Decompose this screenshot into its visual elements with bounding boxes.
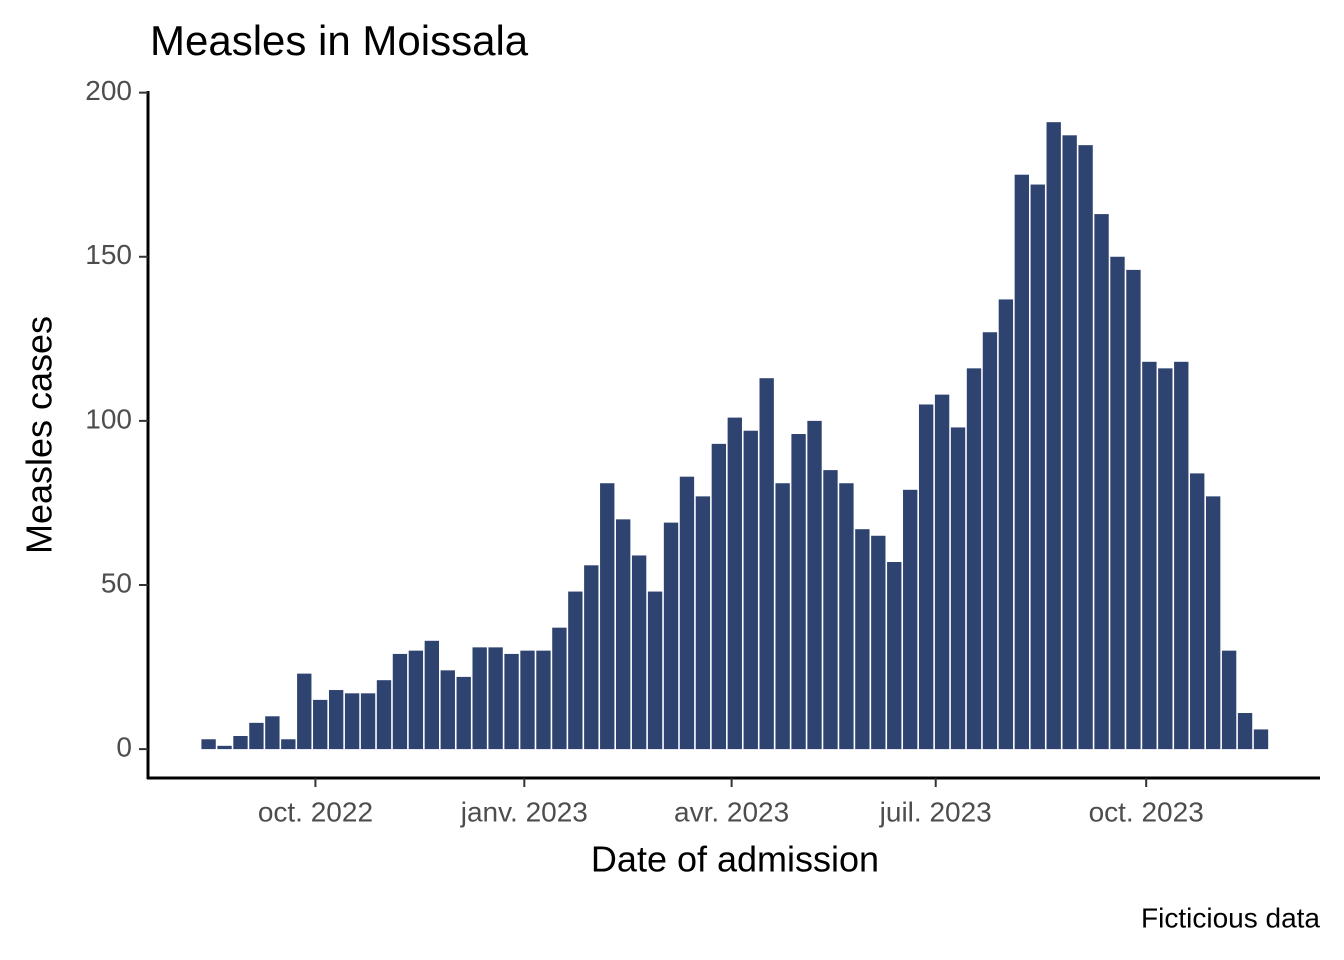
bar — [1142, 361, 1157, 750]
bar — [1046, 122, 1061, 750]
bar — [600, 483, 615, 750]
bar — [791, 434, 806, 750]
bar — [472, 647, 487, 750]
bar — [520, 650, 535, 750]
bar — [344, 693, 360, 750]
bar — [488, 647, 503, 750]
bar — [918, 404, 934, 750]
y-tick-label: 0 — [116, 732, 132, 763]
bar — [201, 739, 216, 750]
bar — [552, 627, 567, 750]
y-tick-label: 50 — [101, 567, 132, 598]
bar — [392, 653, 408, 750]
bar — [1158, 368, 1173, 750]
y-tick-label: 100 — [85, 403, 132, 434]
bar — [233, 735, 248, 750]
bar — [887, 562, 902, 750]
bar — [839, 483, 854, 750]
x-tick-label: oct. 2023 — [1089, 796, 1204, 827]
bar — [1062, 135, 1077, 750]
bar — [823, 470, 838, 750]
bar — [536, 650, 551, 750]
caption: Ficticious data — [1141, 902, 1320, 933]
bar — [424, 640, 440, 750]
bar — [249, 722, 264, 750]
y-tick-label: 150 — [85, 239, 132, 270]
bar — [313, 699, 328, 750]
bar — [440, 670, 455, 750]
bar — [759, 378, 774, 750]
bar — [281, 739, 296, 750]
bar — [679, 476, 695, 750]
x-tick-label: juil. 2023 — [879, 796, 992, 827]
bar — [217, 745, 232, 750]
bar — [1237, 713, 1253, 750]
bar — [950, 427, 966, 750]
bar — [265, 716, 280, 750]
bar — [711, 443, 727, 750]
bar — [903, 489, 918, 750]
bar — [631, 555, 647, 750]
x-tick-label: janv. 2023 — [460, 796, 588, 827]
y-tick-label: 200 — [85, 75, 132, 106]
bar — [743, 430, 758, 750]
bar — [1030, 184, 1045, 750]
bar — [695, 496, 711, 750]
bar — [966, 368, 982, 750]
bar — [998, 299, 1014, 750]
bar — [1205, 496, 1221, 750]
bar — [504, 653, 519, 750]
bar — [568, 591, 583, 750]
bar — [1174, 361, 1189, 750]
bar — [1190, 473, 1205, 750]
bar — [807, 420, 822, 750]
bar — [727, 417, 742, 750]
bar — [647, 591, 663, 750]
bar — [1110, 256, 1125, 750]
bar — [376, 680, 392, 750]
chart-title: Measles in Moissala — [150, 17, 529, 64]
bar — [855, 529, 870, 750]
bar — [1014, 174, 1029, 750]
bar — [1094, 214, 1109, 750]
bar — [663, 522, 679, 750]
bar — [1078, 145, 1093, 750]
bar — [408, 650, 424, 750]
bar — [328, 690, 344, 750]
bar — [982, 332, 998, 750]
y-axis-label: Measles cases — [19, 316, 60, 554]
bar — [616, 519, 631, 750]
bar — [871, 535, 886, 750]
x-axis-label: Date of admission — [591, 839, 879, 880]
bar — [1221, 650, 1237, 750]
bar — [584, 565, 599, 750]
bar — [360, 693, 376, 750]
bar — [775, 483, 790, 750]
bar — [1126, 269, 1141, 750]
bar — [934, 394, 950, 750]
bar — [456, 676, 471, 750]
x-tick-label: oct. 2022 — [258, 796, 373, 827]
bar — [1253, 729, 1269, 750]
x-tick-label: avr. 2023 — [674, 796, 789, 827]
bar — [297, 673, 312, 750]
